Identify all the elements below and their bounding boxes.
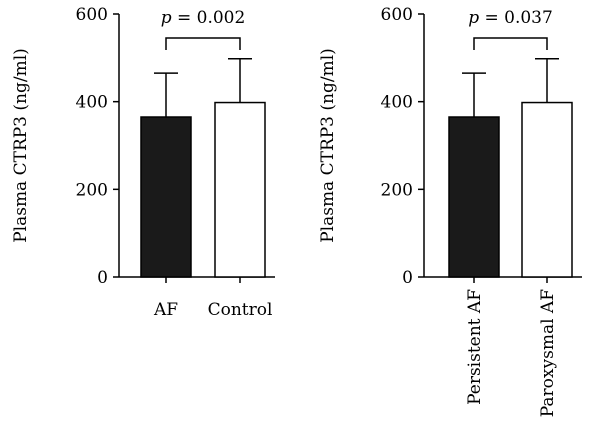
y-tick-label: 200 (76, 180, 108, 200)
significance-bracket (165, 37, 241, 50)
bar-2 (214, 101, 266, 278)
y-tick-label: 0 (402, 268, 413, 288)
chart-panel-1: 0 200 400 600 Plasma CTRP3 (ng/ml) AF Control p… (11, 5, 275, 320)
bar-1 (448, 116, 500, 278)
significance-bracket (473, 37, 548, 50)
x-category-label: Paroxysmal AF (538, 289, 558, 417)
x-category-label: Control (208, 300, 273, 320)
y-tick-label: 600 (76, 5, 108, 25)
chart-panel-2: 0 200 400 600 Plasma CTRP3 (ng/ml) Persistent… (318, 5, 582, 417)
y-tick-label: 600 (381, 5, 413, 25)
y-axis-title: Plasma CTRP3 (ng/ml) (318, 48, 338, 243)
y-tick-label: 400 (76, 93, 108, 113)
x-category-label: Persistent AF (465, 289, 485, 405)
y-tick-label: 400 (381, 93, 413, 113)
bar-1 (140, 116, 192, 278)
y-axis-title: Plasma CTRP3 (ng/ml) (11, 48, 31, 243)
p-value-label: p = 0.002 (161, 8, 246, 28)
y-tick-label: 0 (97, 268, 108, 288)
bar-2 (521, 101, 573, 278)
x-category-label: AF (153, 300, 178, 320)
p-value-label: p = 0.037 (468, 8, 553, 28)
y-tick-label: 200 (381, 180, 413, 200)
